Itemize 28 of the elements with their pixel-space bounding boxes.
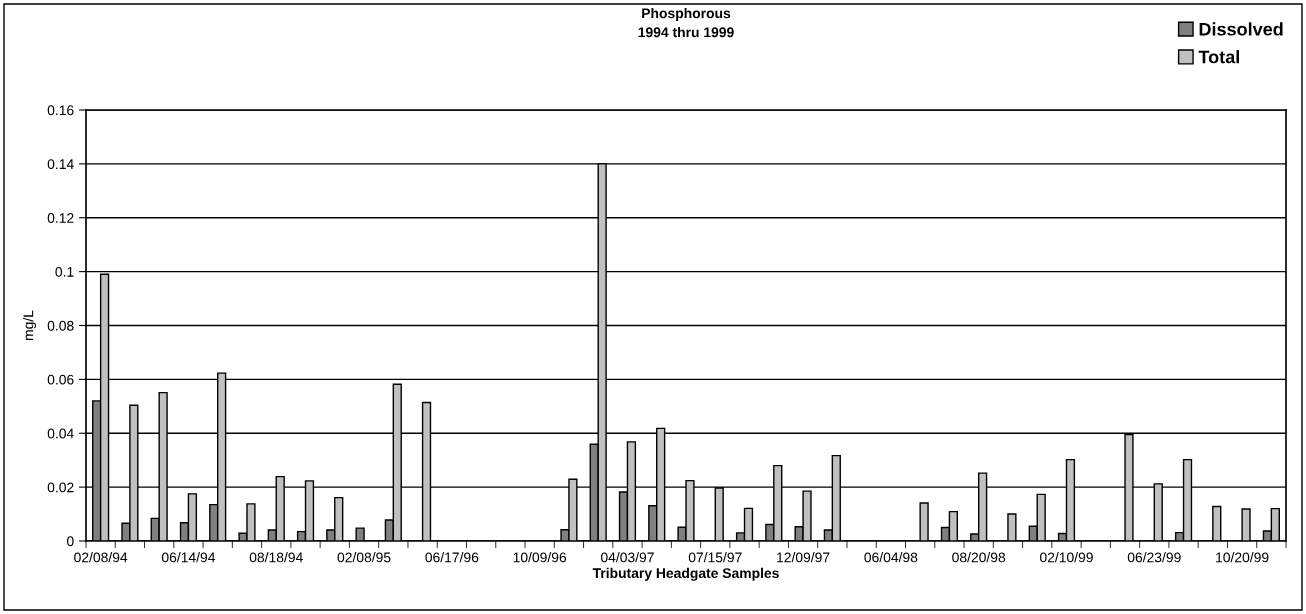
y-tick-label: 0.12 [47,213,74,223]
x-tick-label: 10/09/96 [513,552,567,563]
legend-label: Total [1198,50,1239,64]
x-tick-label: 08/20/98 [952,552,1006,563]
x-tick-label: 08/18/94 [249,552,303,563]
y-tick-label: 0.06 [47,374,74,385]
y-axis-title: mg/L [23,310,37,341]
x-tick-label: 07/15/97 [688,552,742,563]
y-tick-label: 0.02 [47,482,74,493]
x-tick-label: 12/09/97 [777,552,830,563]
chart-title: Phosphorous 1994 thru 1999 [638,8,734,38]
legend-label: Dissolved [1199,22,1283,36]
x-tick-label: 02/10/99 [1040,552,1093,563]
x-tick-label: 04/03/97 [600,552,654,563]
y-tick-label: 0 [67,536,74,547]
x-tick-label: 06/23/99 [1127,552,1181,563]
x-tick-label: 02/08/94 [74,552,128,563]
x-tick-label: 06/04/98 [864,552,918,563]
y-tick-label: 0.16 [47,105,74,116]
x-axis-title: Tributary Headgate Samples [592,567,779,581]
y-tick-label: 0.08 [47,320,74,331]
y-tick-label: 0.14 [47,159,74,170]
x-tick-label: 06/17/96 [425,552,479,563]
x-tick-label: 02/08/95 [337,552,391,563]
x-tick-label: 06/14/94 [161,552,216,563]
x-tick-label: 10/20/99 [1216,552,1269,563]
y-tick-label: 0.04 [47,428,74,439]
y-tick-label: 0.1 [55,266,74,277]
